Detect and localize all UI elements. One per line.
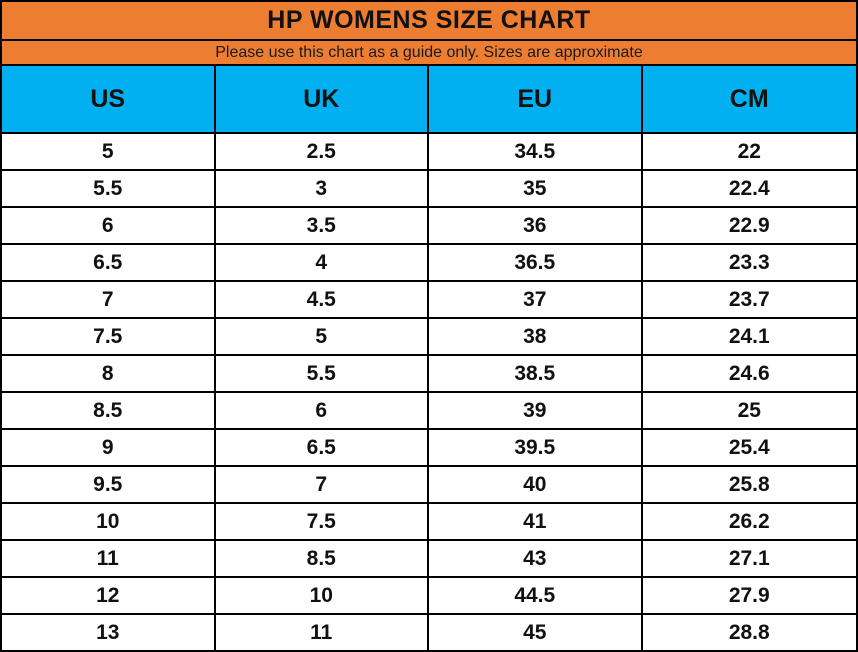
table-row: 5 2.5 34.5 22 bbox=[2, 134, 856, 171]
table-cell-eu: 39 bbox=[429, 393, 643, 428]
table-cell-eu: 45 bbox=[429, 615, 643, 650]
table-row: 12 10 44.5 27.9 bbox=[2, 578, 856, 615]
table-cell-cm: 24.1 bbox=[728, 324, 770, 348]
table-row: 5.5 3 35 22.4 bbox=[2, 171, 856, 208]
table-cell-uk: 5 bbox=[216, 319, 429, 354]
table-cell-eu: 41 bbox=[429, 504, 643, 539]
table-row: 13 11 45 28.8 bbox=[2, 615, 856, 650]
table-cell-eu: 40 bbox=[429, 467, 643, 502]
table-cell-cm: 25.8 bbox=[728, 472, 770, 496]
table-cell-eu: 44.5 bbox=[429, 578, 643, 613]
column-header-eu: EU bbox=[429, 66, 643, 132]
table-cell-us: 12 bbox=[2, 578, 216, 613]
table-row: 8 5.5 38.5 24.6 bbox=[2, 356, 856, 393]
table-cell-us: 11 bbox=[2, 541, 216, 576]
table-cell-uk: 6.5 bbox=[216, 430, 429, 465]
table-cell-eu: 37 bbox=[429, 282, 643, 317]
table-cell-uk: 7.5 bbox=[216, 504, 429, 539]
table-cell-us: 5 bbox=[2, 134, 216, 169]
table-cell-cm: 25.4 bbox=[728, 435, 770, 459]
table-cell-eu: 36 bbox=[429, 208, 643, 243]
table-cell-cm: 26.2 bbox=[728, 509, 770, 533]
table-cell-us: 7.5 bbox=[2, 319, 216, 354]
table-cell-eu: 39.5 bbox=[429, 430, 643, 465]
table-row: 11 8.5 43 27.1 bbox=[2, 541, 856, 578]
table-cell-uk: 8.5 bbox=[216, 541, 429, 576]
table-cell-us: 8.5 bbox=[2, 393, 216, 428]
table-cell-eu: 43 bbox=[429, 541, 643, 576]
table-row: 8.5 6 39 25 bbox=[2, 393, 856, 430]
table-cell-us: 9 bbox=[2, 430, 216, 465]
table-cell-us: 7 bbox=[2, 282, 216, 317]
table-cell-cm: 22.9 bbox=[728, 213, 770, 237]
table-row: 7 4.5 37 23.7 bbox=[2, 282, 856, 319]
table-cell-cm: 22 bbox=[737, 139, 761, 163]
table-cell-us: 9.5 bbox=[2, 467, 216, 502]
chart-subtitle: Please use this chart as a guide only. S… bbox=[2, 41, 856, 66]
table-cell-uk: 2.5 bbox=[216, 134, 429, 169]
table-cell-uk: 4 bbox=[216, 245, 429, 280]
table-header-row: US UK EU CM bbox=[2, 66, 856, 134]
table-cell-uk: 7 bbox=[216, 467, 429, 502]
column-header-us: US bbox=[2, 66, 216, 132]
table-cell-cm: 22.4 bbox=[728, 176, 770, 200]
table-cell-uk: 4.5 bbox=[216, 282, 429, 317]
table-body: 5 2.5 34.5 22 5.5 3 35 22.4 6 3.5 36 22.… bbox=[2, 134, 856, 650]
table-cell-us: 5.5 bbox=[2, 171, 216, 206]
table-row: 10 7.5 41 26.2 bbox=[2, 504, 856, 541]
table-row: 6 3.5 36 22.9 bbox=[2, 208, 856, 245]
table-cell-us: 10 bbox=[2, 504, 216, 539]
table-cell-cm: 28.8 bbox=[728, 620, 770, 644]
table-cell-uk: 5.5 bbox=[216, 356, 429, 391]
table-cell-uk: 3 bbox=[216, 171, 429, 206]
table-cell-us: 6 bbox=[2, 208, 216, 243]
table-cell-uk: 3.5 bbox=[216, 208, 429, 243]
table-cell-us: 13 bbox=[2, 615, 216, 650]
column-header-cm: CM bbox=[729, 84, 769, 113]
table-cell-cm: 23.7 bbox=[728, 287, 770, 311]
table-row: 9 6.5 39.5 25.4 bbox=[2, 430, 856, 467]
column-header-uk: UK bbox=[216, 66, 429, 132]
table-cell-eu: 35 bbox=[429, 171, 643, 206]
table-cell-us: 6.5 bbox=[2, 245, 216, 280]
table-cell-cm: 27.9 bbox=[728, 583, 770, 607]
table-cell-eu: 36.5 bbox=[429, 245, 643, 280]
table-row: 6.5 4 36.5 23.3 bbox=[2, 245, 856, 282]
table-cell-us: 8 bbox=[2, 356, 216, 391]
table-row: 9.5 7 40 25.8 bbox=[2, 467, 856, 504]
table-cell-uk: 6 bbox=[216, 393, 429, 428]
table-row: 7.5 5 38 24.1 bbox=[2, 319, 856, 356]
chart-title: HP WOMENS SIZE CHART bbox=[2, 2, 856, 41]
table-cell-uk: 10 bbox=[216, 578, 429, 613]
table-cell-eu: 38.5 bbox=[429, 356, 643, 391]
table-cell-eu: 34.5 bbox=[429, 134, 643, 169]
table-cell-cm: 23.3 bbox=[728, 250, 770, 274]
table-cell-cm: 24.6 bbox=[728, 361, 770, 385]
table-cell-uk: 11 bbox=[216, 615, 429, 650]
table-cell-eu: 38 bbox=[429, 319, 643, 354]
table-cell-cm: 25 bbox=[737, 398, 761, 422]
table-cell-cm: 27.1 bbox=[728, 546, 770, 570]
